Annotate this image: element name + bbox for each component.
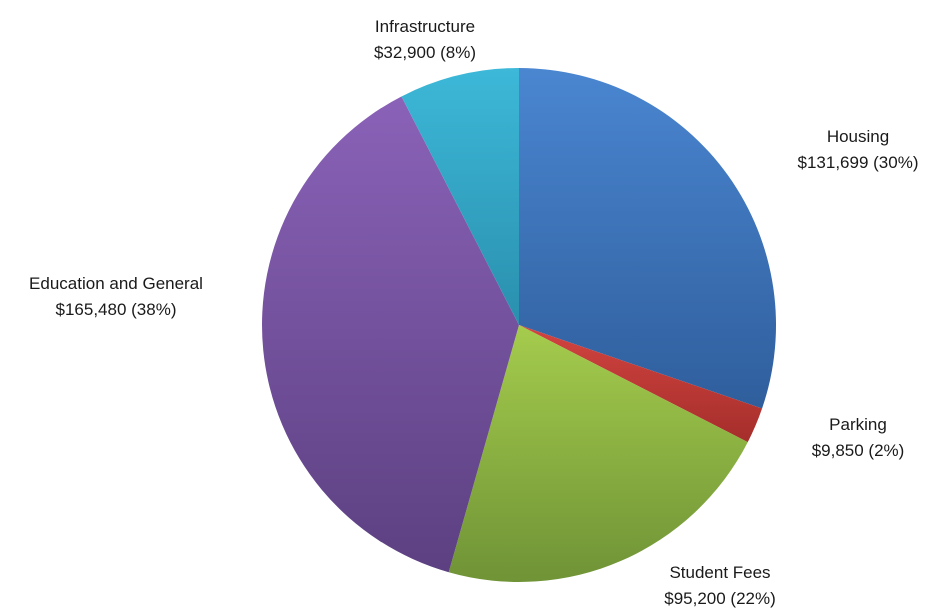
slice-housing xyxy=(519,68,777,409)
data-label-student-fees: Student Fees $95,200 (22%) xyxy=(664,563,776,608)
data-label-value: $32,900 (8%) xyxy=(374,43,476,62)
pie-labels: Housing $131,699 (30%) Parking $9,850 (2%) S… xyxy=(29,17,918,608)
data-label-category: Student Fees xyxy=(669,563,770,582)
data-label-value: $9,850 (2%) xyxy=(812,441,905,460)
data-label-education-and-general: Education and General $165,480 (38%) xyxy=(29,274,203,319)
data-label-category: Education and General xyxy=(29,274,203,293)
slice-parking xyxy=(519,325,763,443)
data-label-value: $95,200 (22%) xyxy=(664,589,776,608)
slice-education-and-general xyxy=(262,96,519,573)
data-label-value: $131,699 (30%) xyxy=(798,153,919,172)
data-label-value: $165,480 (38%) xyxy=(56,300,177,319)
data-label-housing: Housing $131,699 (30%) xyxy=(798,127,919,172)
slice-infrastructure xyxy=(401,68,519,325)
slice-student-fees xyxy=(448,325,748,582)
data-label-category: Housing xyxy=(827,127,889,146)
data-label-category: Infrastructure xyxy=(375,17,475,36)
data-label-category: Parking xyxy=(829,415,887,434)
data-label-parking: Parking $9,850 (2%) xyxy=(812,415,905,460)
pie-slices xyxy=(262,68,777,582)
data-label-infrastructure: Infrastructure $32,900 (8%) xyxy=(374,17,476,62)
